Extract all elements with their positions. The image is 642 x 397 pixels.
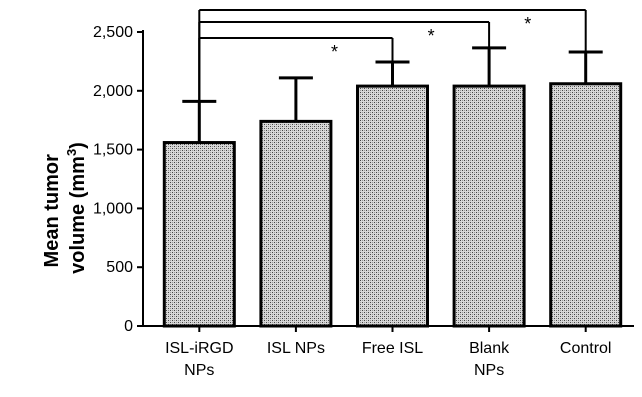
- x-tick-label: Control: [560, 340, 612, 357]
- significance-star: *: [428, 26, 435, 46]
- y-tick-label: 1,500: [93, 142, 133, 159]
- y-tick-label: 0: [124, 318, 133, 335]
- bars: [162, 82, 623, 328]
- significance-brackets: * * *: [198, 9, 587, 102]
- x-tick-label-line: NPs: [184, 362, 214, 379]
- svg-text:Mean tumor volume (mm3): Mean tumor volume (mm3): [41, 142, 89, 274]
- y-axis-title-line2: volume (mm: [67, 156, 89, 274]
- y-axis-title-close: ): [67, 142, 89, 149]
- y-tick-label: 2,000: [93, 83, 133, 100]
- x-tick-label-line: Blank: [469, 340, 510, 357]
- bar: [549, 82, 623, 328]
- bar: [259, 119, 333, 328]
- x-tick-label: Free ISL: [362, 340, 423, 357]
- x-tick-label-line: Control: [560, 340, 612, 357]
- x-tick-label: ISL-iRGD NPs: [165, 340, 233, 379]
- bar: [452, 84, 526, 328]
- x-tick-label: Blank NPs: [469, 340, 510, 379]
- y-tick-label: 2,500: [93, 24, 133, 41]
- x-tick-label-line: Free ISL: [362, 340, 423, 357]
- y-axis-ticks: 0 500 1,000 1,500 2,000 2,500: [93, 24, 143, 335]
- x-tick-label: ISL NPs: [267, 340, 325, 357]
- x-tick-label-line: ISL-iRGD: [165, 340, 233, 357]
- y-tick-label: 500: [106, 259, 133, 276]
- significance-star: *: [524, 14, 531, 34]
- y-axis-title-superscript: 3: [64, 149, 79, 156]
- bar: [162, 141, 236, 328]
- y-axis-title: Mean tumor volume (mm3): [41, 142, 89, 274]
- y-axis-title-line1: Mean tumor: [41, 154, 63, 268]
- y-tick-label: 1,000: [93, 200, 133, 217]
- significance-star: *: [331, 42, 338, 62]
- x-tick-label-line: NPs: [474, 362, 504, 379]
- bar: [356, 84, 429, 328]
- x-axis-labels: ISL-iRGD NPs ISL NPs Free ISL Blank NPs Contro…: [165, 326, 611, 379]
- x-tick-label-line: ISL NPs: [267, 340, 325, 357]
